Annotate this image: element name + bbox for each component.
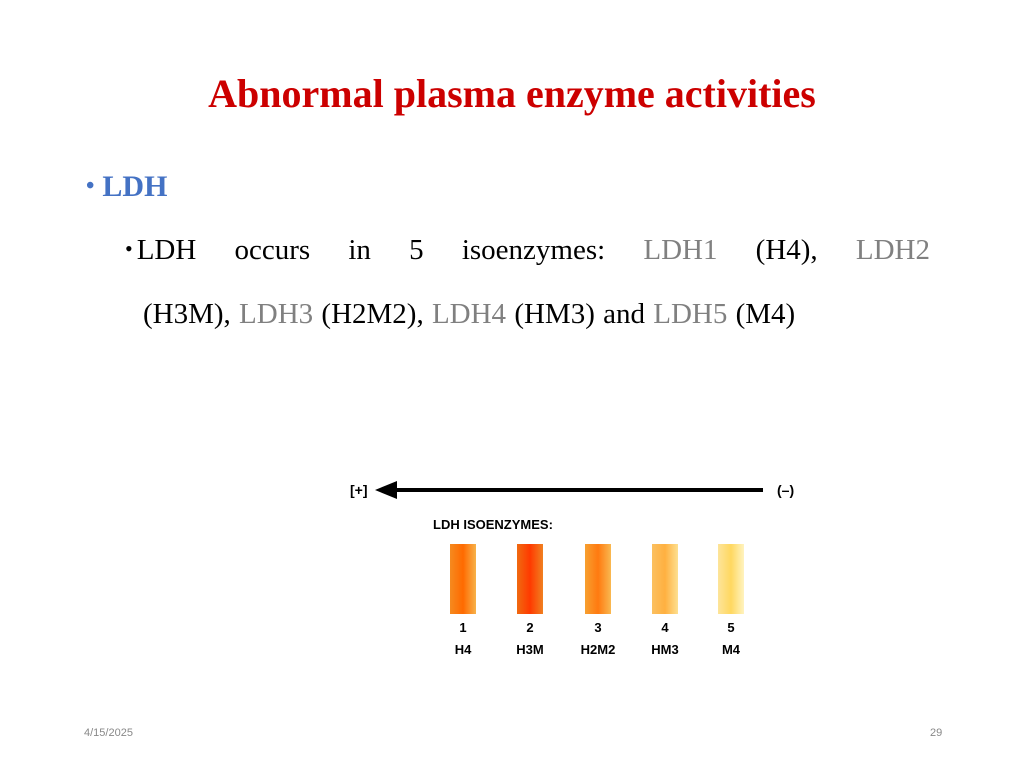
band-number-5: 5 — [727, 620, 734, 635]
minus-electrode-label: (–) — [777, 482, 794, 498]
band-number-1: 1 — [459, 620, 466, 635]
sub-bullet-dot: • — [125, 236, 133, 261]
bullet-dot: • — [86, 173, 95, 199]
paragraph-word: LDH3 — [239, 298, 314, 330]
isoenzyme-band-1 — [450, 544, 476, 614]
bullet-ldh-label: LDH — [102, 170, 168, 203]
band-label-5: M4 — [722, 642, 741, 657]
paragraph-word: (H3M), — [143, 298, 231, 330]
isoenzyme-band-2 — [517, 544, 543, 614]
paragraph-word: LDH4 — [431, 298, 507, 330]
band-label-1: H4 — [455, 642, 472, 657]
figure-heading: LDH ISOENZYMES: — [433, 517, 553, 532]
band-number-2: 2 — [526, 620, 533, 635]
isoenzyme-band-3 — [585, 544, 611, 614]
band-number-3: 3 — [594, 620, 601, 635]
page-number: 29 — [930, 727, 943, 739]
band-label-4: HM3 — [651, 642, 678, 657]
slide-title: Abnormal plasma enzyme activities — [208, 71, 816, 116]
bullet-ldh: • LDH — [86, 170, 167, 204]
paragraph-word: in — [348, 234, 371, 266]
band-label-2: H3M — [516, 642, 543, 657]
paragraph-word: 5 — [409, 234, 424, 266]
paragraph-word: isoenzymes: — [461, 234, 606, 266]
sub-bullet-lead: • LDH — [125, 236, 196, 286]
isoenzyme-paragraph: • LDH occurs in 5 isoenzymes: LDH1 (H4), LDH2 (H… — [125, 236, 930, 329]
paragraph-word: LDH1 — [643, 234, 718, 266]
band-number-4: 4 — [661, 620, 669, 635]
isoenzyme-band-5 — [718, 544, 744, 614]
footer-date: 4/15/2025 — [84, 727, 133, 739]
ldh-isoenzyme-figure: [+] (–) LDH ISOENZYMES: 1 H4 2 H3M 3 H2M2 4 HM3… — [350, 481, 794, 657]
isoenzyme-band-4 — [652, 544, 678, 614]
band-label-3: H2M2 — [581, 642, 616, 657]
arrow-head-icon — [375, 481, 397, 499]
paragraph-word: (H2M2), — [321, 298, 424, 330]
paragraph-word: (HM3) and — [514, 298, 645, 330]
paragraph-word: (H4), — [755, 234, 818, 266]
paragraph-word: LDH — [136, 234, 197, 266]
paragraph-line-1: • LDH occurs in 5 isoenzymes: LDH1 (H4), LDH2 — [125, 236, 930, 286]
plus-electrode-label: [+] — [350, 482, 368, 498]
isoenzyme-bands: 1 H4 2 H3M 3 H2M2 4 HM3 5 M4 — [450, 544, 744, 657]
paragraph-word: occurs — [234, 234, 311, 266]
paragraph-line-2: (H3M), LDH3 (H2M2), LDH4 (HM3) and LDH5 … — [143, 300, 930, 329]
paragraph-word: LDH2 — [855, 234, 930, 266]
paragraph-word: LDH5 — [653, 298, 728, 330]
paragraph-word: (M4) — [735, 298, 796, 330]
